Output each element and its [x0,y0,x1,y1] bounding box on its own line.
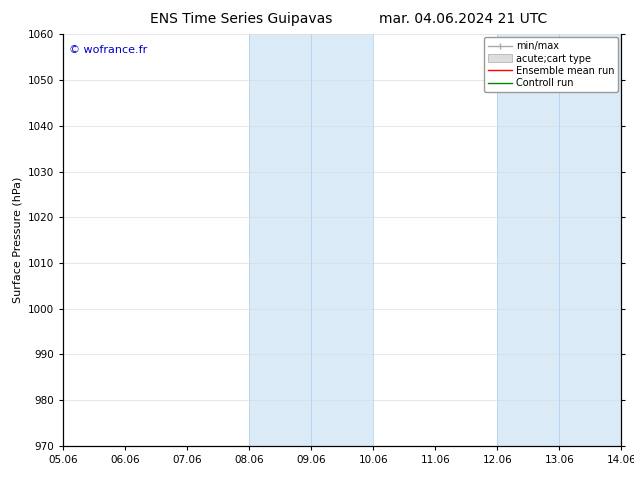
Bar [497,34,559,446]
Text: mar. 04.06.2024 21 UTC: mar. 04.06.2024 21 UTC [378,12,547,26]
Text: © wofrance.fr: © wofrance.fr [69,45,147,54]
Bar [249,34,311,446]
Legend: min/max, acute;cart type, Ensemble mean run, Controll run: min/max, acute;cart type, Ensemble mean … [484,37,618,92]
Bar [559,34,621,446]
Y-axis label: Surface Pressure (hPa): Surface Pressure (hPa) [13,177,23,303]
Bar [311,34,373,446]
Text: ENS Time Series Guipavas: ENS Time Series Guipavas [150,12,332,26]
